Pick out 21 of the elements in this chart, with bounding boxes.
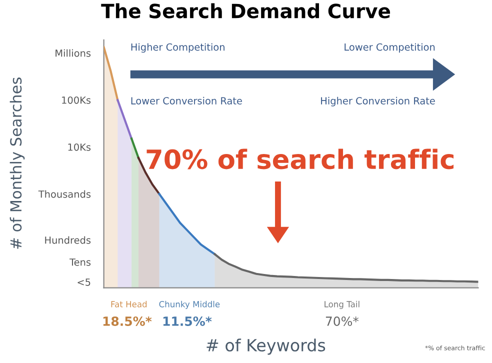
text: Long Tail [324,300,360,309]
annotation: Lower Conversion Rate [131,96,242,104]
text: 18.5%* [103,316,152,326]
text: Chunky Middle [159,300,220,309]
text: # of Monthly Searches [10,78,25,249]
annotation: Higher Conversion Rate [321,96,435,106]
x-axis-title: # of Keywords [206,338,326,355]
text: 70%* [326,316,359,326]
text: Fat Head [111,300,147,308]
text: Thousands [38,190,91,198]
annotation: 70% of search traffic [146,148,454,170]
text: Tens [69,258,91,266]
annotation: Higher Competition [131,43,224,53]
text: Hundreds [45,236,91,244]
text: 10Ks [68,143,91,151]
text: 11.5%* [163,316,212,326]
chart-title: The Search Demand Curve [101,3,390,18]
text: Millions [56,49,91,57]
text: <5 [78,278,90,286]
text: 100Ks [62,96,91,104]
annotation: Lower Competition [344,43,435,53]
